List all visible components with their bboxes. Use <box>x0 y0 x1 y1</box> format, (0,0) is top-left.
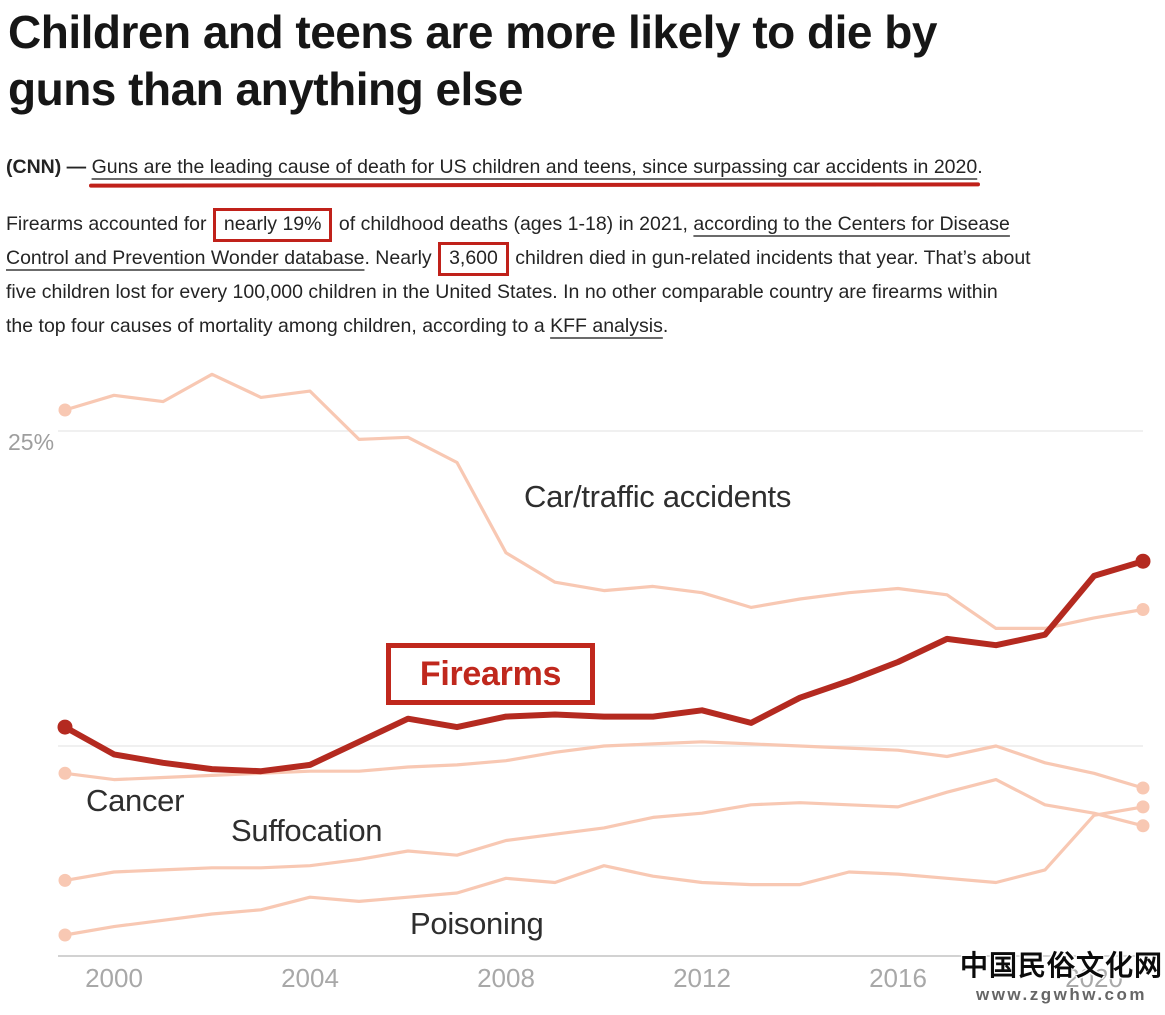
series-endpoint-dot-firearms <box>57 719 73 735</box>
text-segment: children died in gun-related incidents t… <box>509 247 1031 269</box>
series-line-car <box>63 372 1145 630</box>
inline-link[interactable]: Control and Prevention Wonder database <box>6 247 365 269</box>
series-line-cancer <box>63 740 1145 790</box>
annotation-highlight-box: nearly 19% <box>212 208 333 242</box>
paragraph-lead: (CNN) — Guns are the leading cause of de… <box>6 152 983 182</box>
x-axis-tick-label-2012: 2012 <box>673 963 731 993</box>
text-line: (CNN) — Guns are the leading cause of de… <box>6 152 983 182</box>
series-endpoint-dot-suffocation <box>1136 819 1150 833</box>
text-segment: five children lost for every 100,000 chi… <box>6 281 998 303</box>
headline-line-1: Children and teens are more likely to di… <box>8 6 937 58</box>
series-line-suffocation <box>63 778 1145 883</box>
series-line-poisoning <box>63 805 1145 937</box>
series-label-car-traffic: Car/traffic accidents <box>524 479 792 514</box>
series-endpoint-dot-firearms <box>1135 553 1151 569</box>
watermark-site-name: 中国民俗文化网 <box>959 950 1163 981</box>
series-endpoint-dot-car <box>58 403 72 417</box>
text-segment: Firearms accounted for <box>6 213 212 235</box>
series-line-firearms <box>62 558 1146 775</box>
page-title: Children and teens are more likely to di… <box>8 4 937 118</box>
series-endpoint-dot-poisoning <box>1136 800 1150 814</box>
text-line: the top four causes of mortality among c… <box>6 309 1031 343</box>
series-endpoint-dot-car <box>1136 603 1150 616</box>
inline-link[interactable]: according to the Centers for Disease <box>693 213 1010 235</box>
series-label-cancer: Cancer <box>86 783 185 818</box>
causes-of-death-line-chart: 2000 2004 2008 2012 2016 2020 <box>57 372 1151 993</box>
x-axis-tick-label-2008: 2008 <box>477 963 535 993</box>
x-axis-tick-label-2020: 2020 <box>1065 963 1123 993</box>
series-endpoint-dot-cancer <box>58 766 72 780</box>
inline-link[interactable]: Guns are the leading cause of death for … <box>91 156 978 178</box>
text-segment: the top four causes of mortality among c… <box>6 315 551 337</box>
text-line: five children lost for every 100,000 chi… <box>6 275 1031 309</box>
series-endpoint-dot-cancer <box>1136 781 1150 795</box>
watermark-site-url: www.zgwhw.com <box>975 985 1147 1004</box>
annotation-highlight-box: 3,600 <box>438 242 509 276</box>
series-endpoint-dot-poisoning <box>58 928 72 942</box>
series-label-firearms: Firearms <box>419 654 562 693</box>
x-axis-tick-label-2016: 2016 <box>869 963 927 993</box>
text-segment: . Nearly <box>364 247 438 269</box>
text-line: Control and Prevention Wonder database. … <box>6 241 1031 276</box>
text-segment: . <box>662 315 669 337</box>
series-label-firearms-box: Firearms <box>386 643 595 705</box>
text-segment: . <box>977 156 983 178</box>
inline-link[interactable]: KFF analysis <box>550 315 663 337</box>
x-axis-tick-label-2004: 2004 <box>281 963 339 993</box>
series-endpoint-dot-suffocation <box>58 873 72 887</box>
y-axis-tick-label-25: 25% <box>8 429 55 455</box>
paragraph-body: Firearms accounted for nearly 19% of chi… <box>6 207 1031 343</box>
series-label-suffocation: Suffocation <box>231 813 383 848</box>
text-segment: (CNN) — <box>6 156 92 178</box>
series-label-poisoning: Poisoning <box>410 906 544 941</box>
watermark: 中国民俗文化网 www.zgwhw.com <box>960 944 1163 1005</box>
text-segment: of childhood deaths (ages 1-18) in 2021, <box>333 213 694 235</box>
x-axis-tick-label-2000: 2000 <box>85 963 143 993</box>
headline-line-2: guns than anything else <box>8 63 524 115</box>
text-line: Firearms accounted for nearly 19% of chi… <box>6 207 1031 242</box>
